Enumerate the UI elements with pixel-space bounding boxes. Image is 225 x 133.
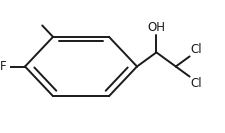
Text: OH: OH — [147, 21, 165, 34]
Text: Cl: Cl — [190, 43, 201, 56]
Text: Cl: Cl — [190, 77, 201, 90]
Text: F: F — [0, 60, 7, 73]
